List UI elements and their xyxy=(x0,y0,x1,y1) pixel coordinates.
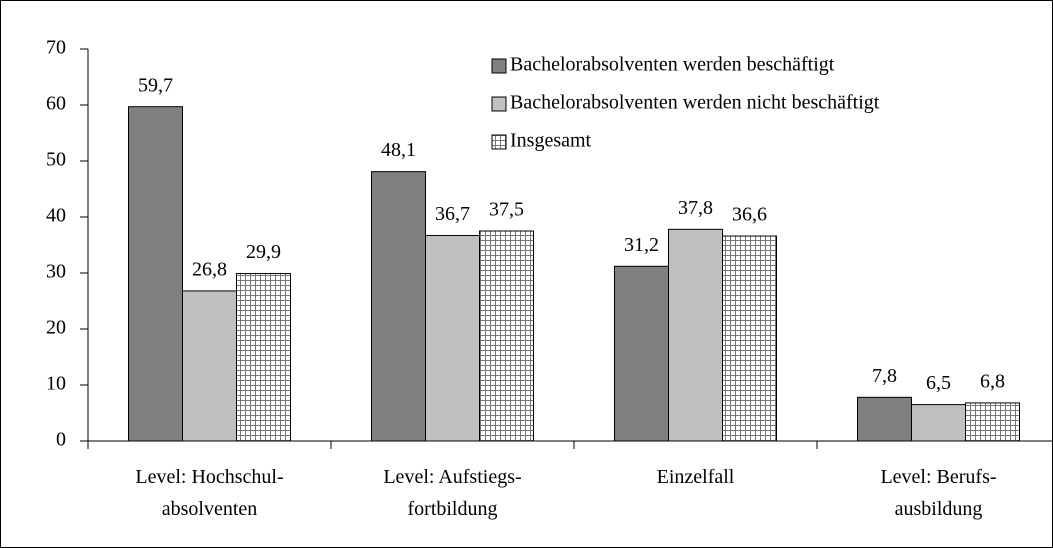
bar xyxy=(236,273,291,442)
value-label: 7,8 xyxy=(872,365,897,387)
bar xyxy=(668,228,723,442)
bar xyxy=(722,235,777,442)
value-label: 59,7 xyxy=(138,74,173,96)
y-tick-label: 30 xyxy=(46,261,66,283)
y-tick-label: 40 xyxy=(46,205,66,227)
bar xyxy=(182,290,237,442)
bar xyxy=(128,106,183,442)
value-label: 26,8 xyxy=(192,259,227,281)
bar xyxy=(371,171,426,442)
bar xyxy=(614,265,669,442)
x-tick-label: Level: Berufs- ausbildung xyxy=(880,466,997,520)
y-tick-label: 10 xyxy=(46,373,66,395)
legend-swatch xyxy=(491,58,507,74)
value-label: 36,6 xyxy=(732,204,767,226)
legend-swatch xyxy=(491,96,507,112)
x-tick-label: Level: Aufstiegs- fortbildung xyxy=(383,466,522,520)
y-tick-label: 20 xyxy=(46,317,66,339)
legend-swatch xyxy=(491,134,507,150)
bar xyxy=(965,402,1020,442)
value-label: 37,8 xyxy=(678,197,713,219)
value-label: 6,8 xyxy=(980,371,1005,393)
legend-label: Insgesamt xyxy=(510,130,592,152)
value-label: 36,7 xyxy=(435,203,470,225)
value-label: 37,5 xyxy=(489,199,524,221)
y-tick-label: 60 xyxy=(46,93,66,115)
legend-label: Bachelorabsolventen werden beschäftigt xyxy=(510,54,835,76)
bar xyxy=(857,396,912,442)
y-tick-label: 50 xyxy=(46,149,66,171)
value-label: 48,1 xyxy=(381,139,416,161)
bar xyxy=(425,234,480,442)
value-label: 31,2 xyxy=(624,234,659,256)
value-label: 29,9 xyxy=(246,241,281,263)
bar xyxy=(479,230,534,442)
y-tick-label: 70 xyxy=(46,37,66,59)
x-tick-label: Level: Hochschul- absolventen xyxy=(135,466,284,520)
x-tick-label: Einzelfall xyxy=(656,466,735,488)
y-tick-label: 0 xyxy=(56,429,66,451)
bar xyxy=(911,404,966,442)
value-label: 6,5 xyxy=(926,372,951,394)
legend-label: Bachelorabsolventen werden nicht beschäf… xyxy=(510,92,880,114)
